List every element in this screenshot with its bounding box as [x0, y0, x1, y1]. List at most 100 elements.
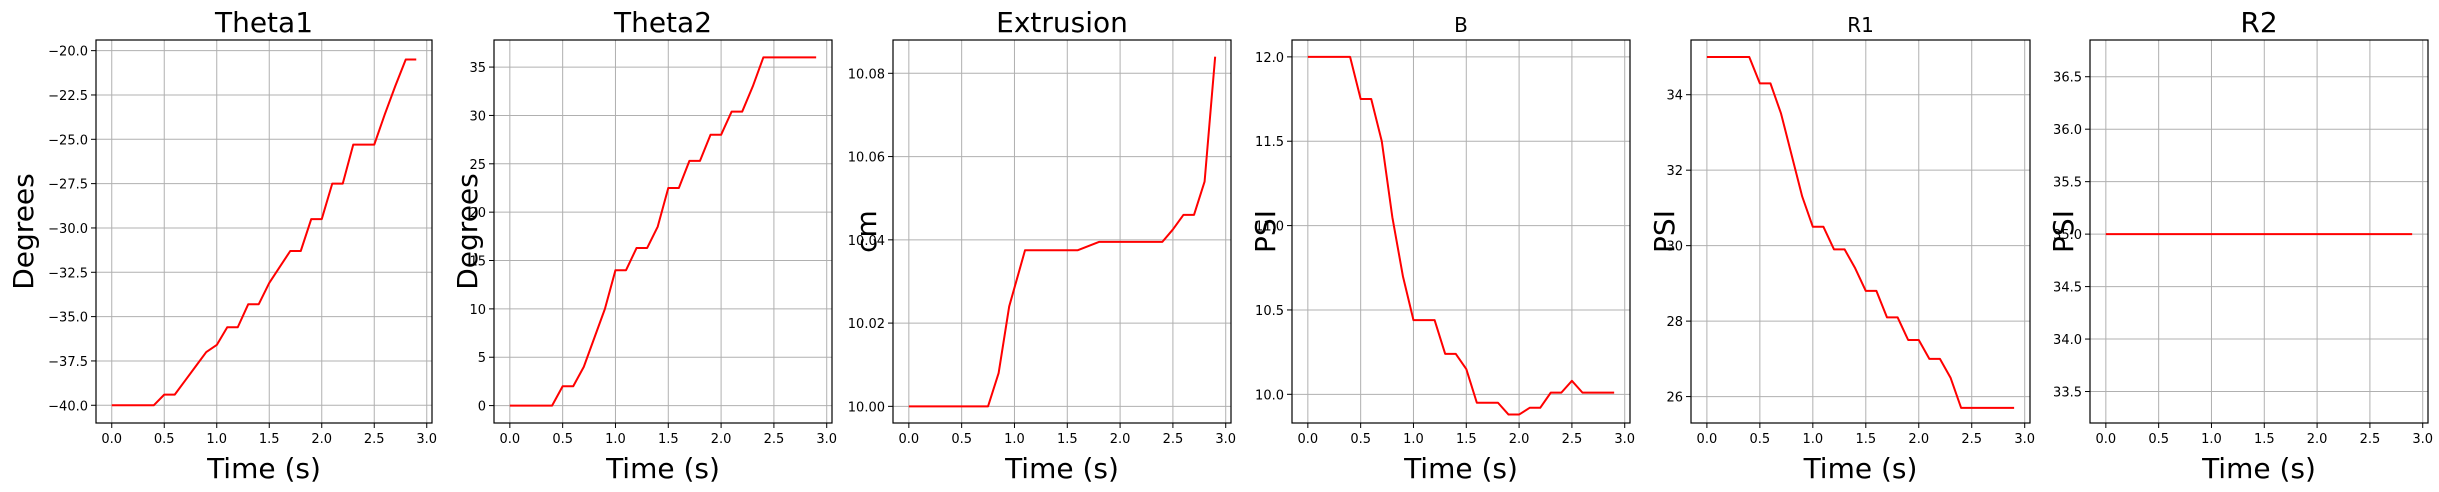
- y-tick-label: 10.0: [1255, 388, 1284, 403]
- chart-title: Theta2: [613, 6, 712, 39]
- chart-title: B: [1454, 13, 1468, 37]
- chart-title: Extrusion: [996, 6, 1128, 39]
- x-axis-label: Time (s): [1004, 452, 1119, 485]
- x-tick-label: 0.5: [951, 432, 972, 447]
- plot-frame: [95, 39, 433, 424]
- y-tick-label: 34.5: [2053, 281, 2082, 296]
- y-tick-label: 10.06: [848, 151, 885, 166]
- x-axis-label: Time (s): [206, 452, 321, 485]
- y-axis-label: cm: [850, 210, 883, 253]
- y-tick-label: −40.0: [48, 399, 88, 414]
- x-tick-label: 1.0: [1004, 432, 1025, 447]
- plot-frame: [493, 39, 833, 424]
- chart-panel-5: 0.0 0.5 1.0 1.5 2.0 2.5 3.0 26 28 30 32 34 R1 Time (s…: [1648, 13, 2035, 485]
- x-tick-label: 0.0: [500, 432, 521, 447]
- x-tick-label: 2.5: [764, 432, 785, 447]
- y-axis-label: PSI: [1648, 210, 1681, 253]
- x-tick-label: 2.0: [1908, 432, 1929, 447]
- x-tick-label: 1.5: [658, 432, 679, 447]
- x-tick-label: 2.5: [364, 432, 385, 447]
- y-tick-label: 35.0: [2053, 228, 2082, 243]
- y-tick-label: 11.5: [1255, 135, 1284, 150]
- x-axis-label: Time (s): [605, 452, 720, 485]
- y-tick-label: 0: [478, 400, 486, 415]
- x-tick-label: 1.0: [605, 432, 626, 447]
- x-tick-label: 3.0: [1614, 432, 1635, 447]
- y-tick-label: −22.5: [48, 89, 88, 104]
- x-tick-label: 1.0: [206, 432, 227, 447]
- y-tick-label: 28: [1666, 315, 1683, 330]
- y-tick-label: 34: [1666, 89, 1683, 104]
- x-tick-label: 3.0: [816, 432, 837, 447]
- x-tick-label: 1.5: [1057, 432, 1078, 447]
- chart-title: R2: [2240, 6, 2277, 39]
- x-tick-label: 1.5: [259, 432, 280, 447]
- chart-panel-2: 0.0 0.5 1.0 1.5 2.0 2.5 3.0 0 5 10 15 20 25 30 35 Theta…: [451, 6, 837, 485]
- x-tick-label: 1.5: [1456, 432, 1477, 447]
- series-line: [509, 56, 817, 407]
- y-tick-label: 35.5: [2053, 176, 2082, 191]
- x-tick-label: 0.5: [2148, 432, 2169, 447]
- y-tick-label: 30: [1666, 240, 1683, 255]
- series-line: [111, 58, 417, 407]
- x-tick-label: 1.5: [2254, 432, 2275, 447]
- y-tick-label: 10.08: [848, 67, 885, 82]
- plot-frame: [892, 39, 1232, 424]
- y-tick-label: 35: [469, 61, 486, 76]
- x-tick-label: 1.0: [2201, 432, 2222, 447]
- y-tick-label: −32.5: [48, 266, 88, 281]
- y-axis-label: Degrees: [451, 173, 484, 290]
- x-tick-label: 2.0: [2307, 432, 2328, 447]
- chart-panel-6: 0.0 0.5 1.0 1.5 2.0 2.5 3.0 33.5 34.0 34.5 35.0 35.…: [2047, 6, 2433, 485]
- x-tick-label: 0.0: [899, 432, 920, 447]
- y-tick-label: 36.0: [2053, 123, 2082, 138]
- y-axis-label: Degrees: [7, 173, 40, 290]
- y-tick-label: 11.0: [1255, 220, 1284, 235]
- x-tick-label: 3.0: [2014, 432, 2035, 447]
- x-tick-label: 0.0: [1697, 432, 1718, 447]
- y-tick-label: 10.02: [848, 317, 885, 332]
- x-tick-label: 0.0: [101, 432, 122, 447]
- x-tick-label: 2.5: [1163, 432, 1184, 447]
- plot-frame: [1690, 39, 2031, 424]
- x-tick-label: 0.0: [1298, 432, 1319, 447]
- x-tick-label: 1.5: [1855, 432, 1876, 447]
- y-axis-label: PSI: [1249, 210, 1282, 253]
- x-tick-label: 2.0: [311, 432, 332, 447]
- y-tick-label: −20.0: [48, 45, 88, 60]
- y-tick-label: 30: [469, 109, 486, 124]
- y-tick-label: −37.5: [48, 355, 88, 370]
- y-tick-label: 10: [469, 303, 486, 318]
- y-tick-label: 15: [469, 255, 486, 270]
- series-line: [1307, 55, 1615, 416]
- x-tick-label: 2.0: [1509, 432, 1530, 447]
- y-tick-label: 20: [469, 206, 486, 221]
- y-tick-label: 10.5: [1255, 304, 1284, 319]
- x-tick-label: 3.0: [1215, 432, 1236, 447]
- chart-panel-3: 0.0 0.5 1.0 1.5 2.0 2.5 3.0 10.00 10.02 10.04 10.0…: [848, 6, 1236, 485]
- chart-panel-1: 0.0 0.5 1.0 1.5 2.0 2.5 3.0 −40.0 −37.5 −35.0 −32.…: [7, 6, 437, 485]
- y-axis-label: PSI: [2047, 210, 2080, 253]
- x-tick-label: 0.5: [1750, 432, 1771, 447]
- y-tick-label: 10.04: [848, 234, 885, 249]
- x-tick-label: 0.0: [2096, 432, 2117, 447]
- x-axis-label: Time (s): [2201, 452, 2316, 485]
- y-tick-label: 25: [469, 158, 486, 173]
- y-tick-label: 5: [478, 351, 486, 366]
- chart-title: Theta1: [214, 6, 313, 39]
- y-tick-label: −30.0: [48, 222, 88, 237]
- y-tick-label: 34.0: [2053, 333, 2082, 348]
- plot-frame: [1291, 39, 1631, 424]
- x-tick-label: 2.5: [2360, 432, 2381, 447]
- y-tick-label: −35.0: [48, 311, 88, 326]
- x-tick-label: 1.0: [1403, 432, 1424, 447]
- y-tick-label: 33.5: [2053, 386, 2082, 401]
- y-tick-label: 26: [1666, 391, 1683, 406]
- y-tick-label: 36.5: [2053, 71, 2082, 86]
- x-tick-label: 0.5: [1350, 432, 1371, 447]
- series-line: [1706, 55, 2015, 409]
- chart-title: R1: [1847, 13, 1874, 37]
- series-line: [908, 56, 1217, 408]
- y-tick-label: −25.0: [48, 133, 88, 148]
